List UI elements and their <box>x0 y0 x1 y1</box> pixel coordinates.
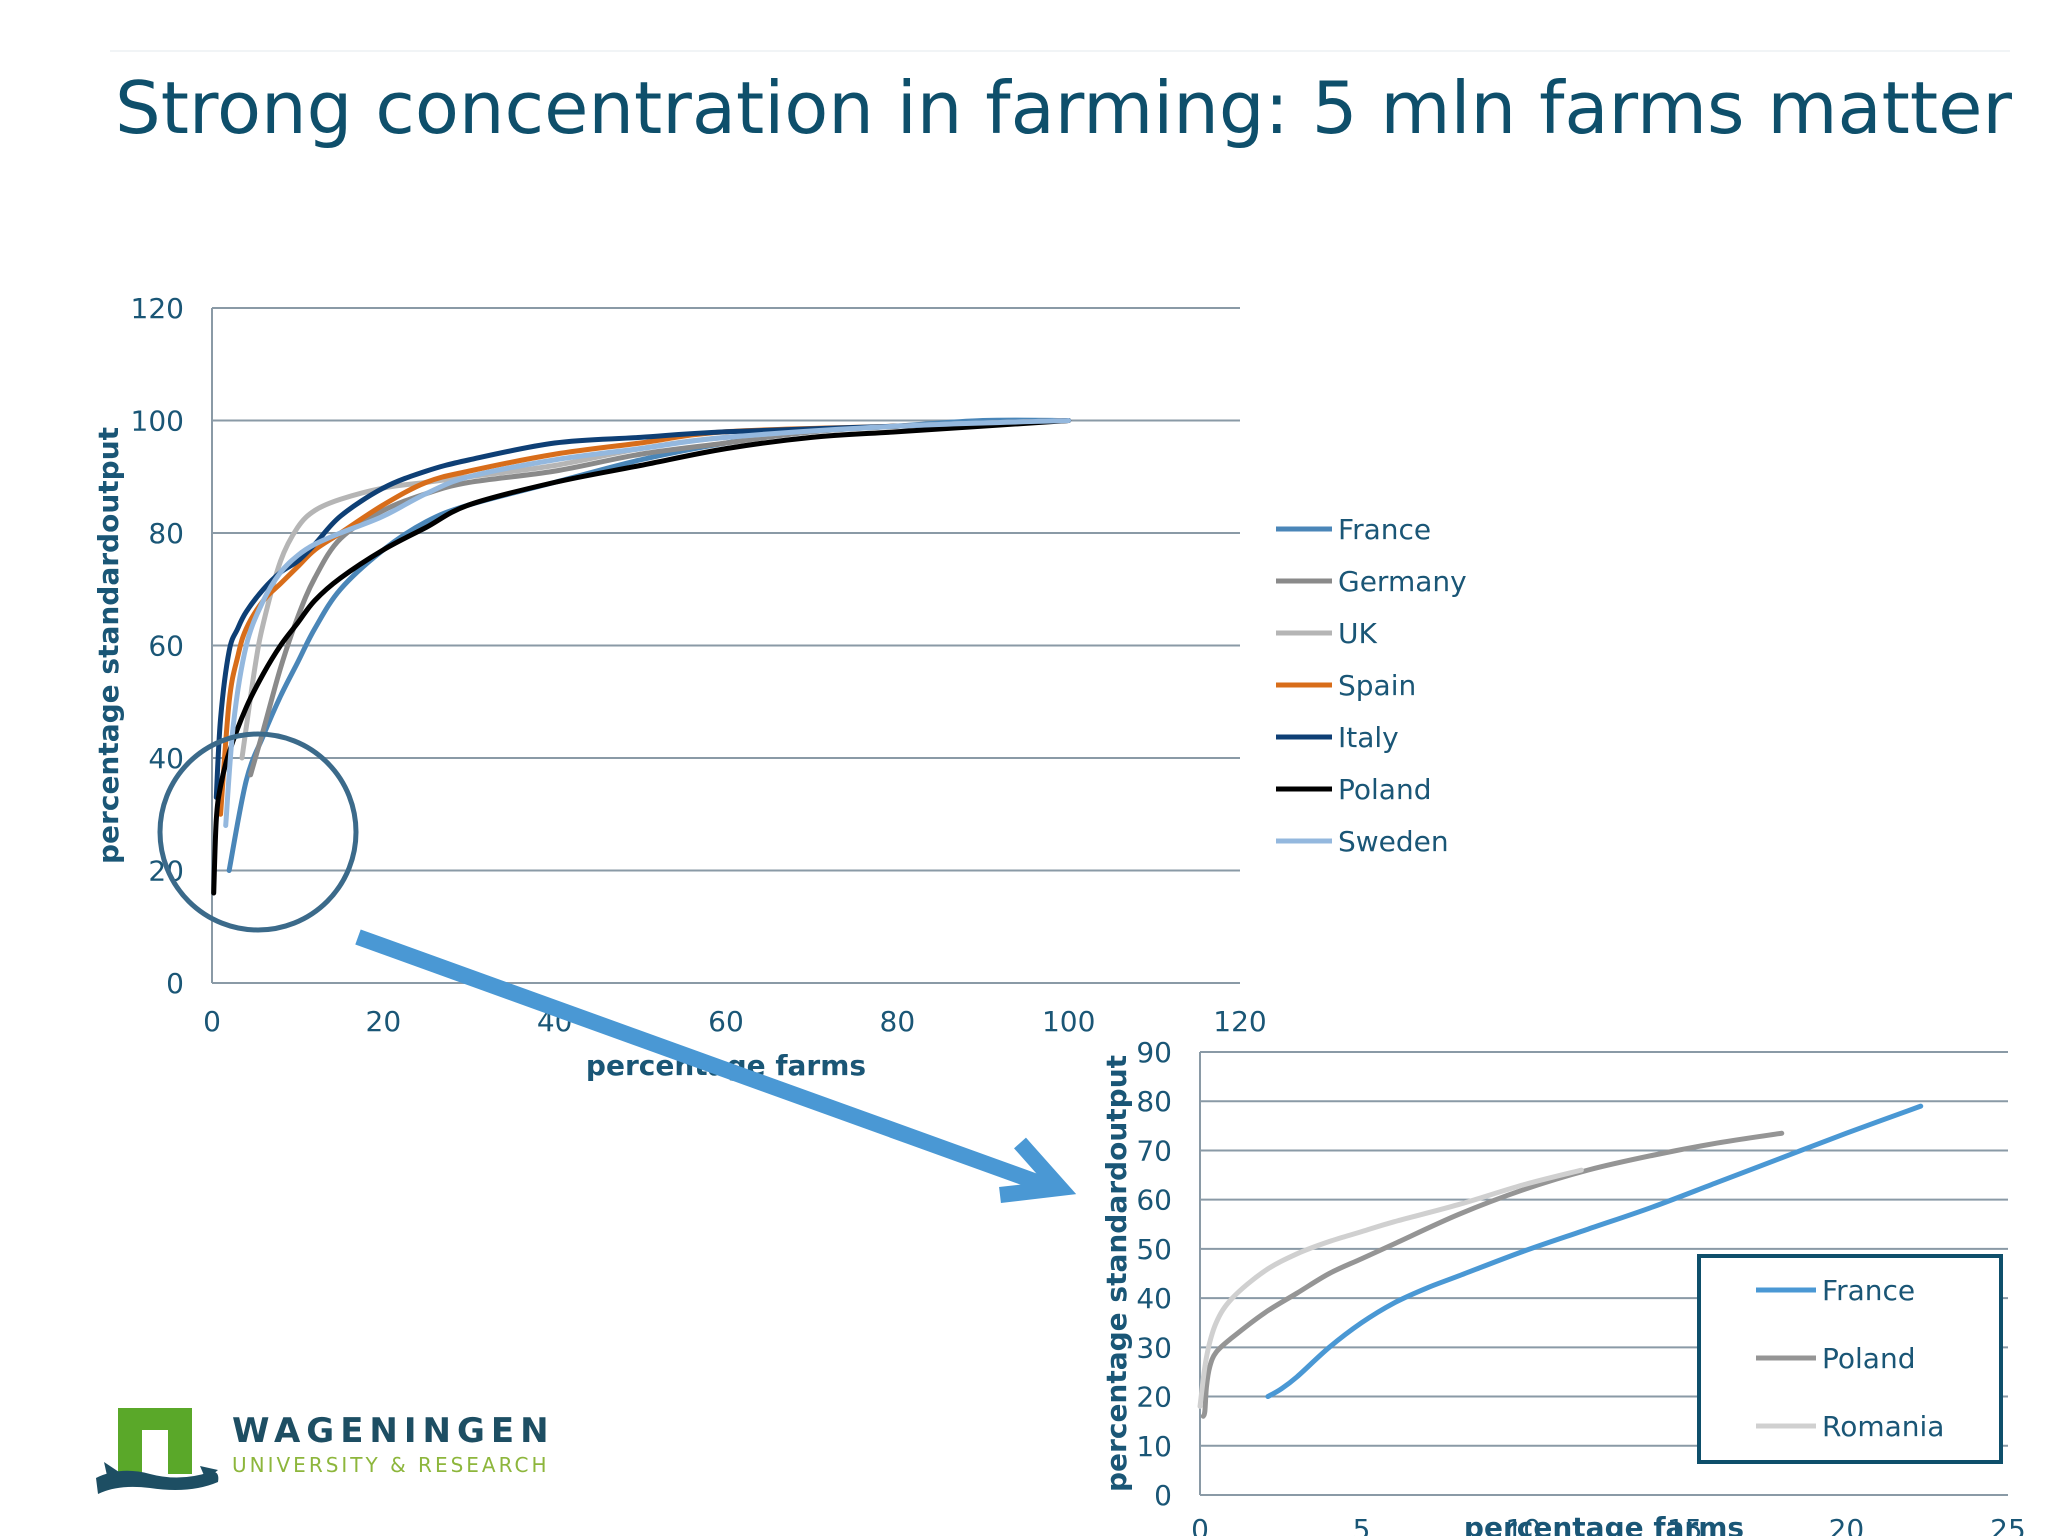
logo-name: WAGENINGEN <box>232 1411 555 1451</box>
y-tick-label: 100 <box>131 405 184 438</box>
y-tick-label: 40 <box>148 742 184 775</box>
series-line-poland <box>1200 1130 1785 1419</box>
y-tick-label: 60 <box>1136 1184 1172 1217</box>
title-rule <box>110 50 2010 52</box>
x-tick-label: 100 <box>1042 1005 1095 1038</box>
x-tick-label: 5 <box>1353 1513 1371 1536</box>
series-line-italy <box>213 418 1072 800</box>
x-tick-label: 20 <box>366 1005 402 1038</box>
x-tick-label: 80 <box>880 1005 916 1038</box>
y-axis-title: percentage standardoutput <box>92 427 125 864</box>
legend-label: Poland <box>1822 1342 1915 1375</box>
series-line-poland <box>211 418 1072 896</box>
logo-subtitle: UNIVERSITY & RESEARCH <box>232 1453 550 1477</box>
y-tick-label: 120 <box>131 292 184 325</box>
y-tick-label: 30 <box>1136 1331 1172 1364</box>
x-axis-title: percentage farms <box>1464 1511 1744 1536</box>
series-line-romania <box>1197 1167 1584 1409</box>
y-tick-label: 60 <box>148 630 184 663</box>
series-line-uk <box>239 418 1072 761</box>
legend-label: Sweden <box>1338 825 1449 858</box>
zoom-arrow <box>355 929 1077 1203</box>
series-line-spain <box>218 418 1072 817</box>
slide-title: Strong concentration in farming: 5 mln f… <box>115 66 2013 150</box>
y-tick-label: 80 <box>148 517 184 550</box>
legend-label: France <box>1822 1274 1915 1307</box>
legend-label: Spain <box>1338 669 1416 702</box>
y-tick-label: 0 <box>166 967 184 1000</box>
y-tick-label: 90 <box>1136 1036 1172 1069</box>
y-tick-label: 40 <box>1136 1282 1172 1315</box>
y-tick-label: 10 <box>1136 1430 1172 1463</box>
y-axis-title: percentage standardoutput <box>1100 1055 1133 1492</box>
logo-icon <box>96 1408 219 1494</box>
x-tick-label: 15 <box>1667 1513 1703 1536</box>
legend-label: Germany <box>1338 565 1467 598</box>
y-tick-label: 50 <box>1136 1233 1172 1266</box>
x-tick-label: 0 <box>203 1005 221 1038</box>
y-tick-label: 20 <box>1136 1381 1172 1414</box>
y-tick-label: 70 <box>1136 1134 1172 1167</box>
legend-label: Poland <box>1338 773 1431 806</box>
chart-inset: 0 10 20 30 40 50 60 70 80 90 0 5 10 15 20 25 percentage … <box>1100 1036 2026 1536</box>
x-tick-label: 120 <box>1213 1005 1266 1038</box>
legend-label: Italy <box>1338 721 1399 754</box>
legend-label: Romania <box>1822 1410 1944 1443</box>
x-tick-label: 60 <box>708 1005 744 1038</box>
series-line-france <box>1265 1103 1924 1400</box>
x-tick-label: 0 <box>1191 1513 1209 1536</box>
series-line-sweden <box>223 418 1072 828</box>
series-line-germany <box>248 418 1072 778</box>
zoom-circle <box>157 731 359 933</box>
x-tick-label: 10 <box>1505 1513 1541 1536</box>
legend-box <box>1697 1254 2003 1464</box>
x-tick-label: 20 <box>1829 1513 1865 1536</box>
legend-label: UK <box>1338 617 1377 650</box>
legend-label: France <box>1338 513 1431 546</box>
x-tick-label: 25 <box>1990 1513 2026 1536</box>
y-tick-label: 80 <box>1136 1085 1172 1118</box>
y-tick-label: 0 <box>1154 1479 1172 1512</box>
wageningen-logo: WAGENINGEN UNIVERSITY & RESEARCH <box>96 1408 555 1494</box>
